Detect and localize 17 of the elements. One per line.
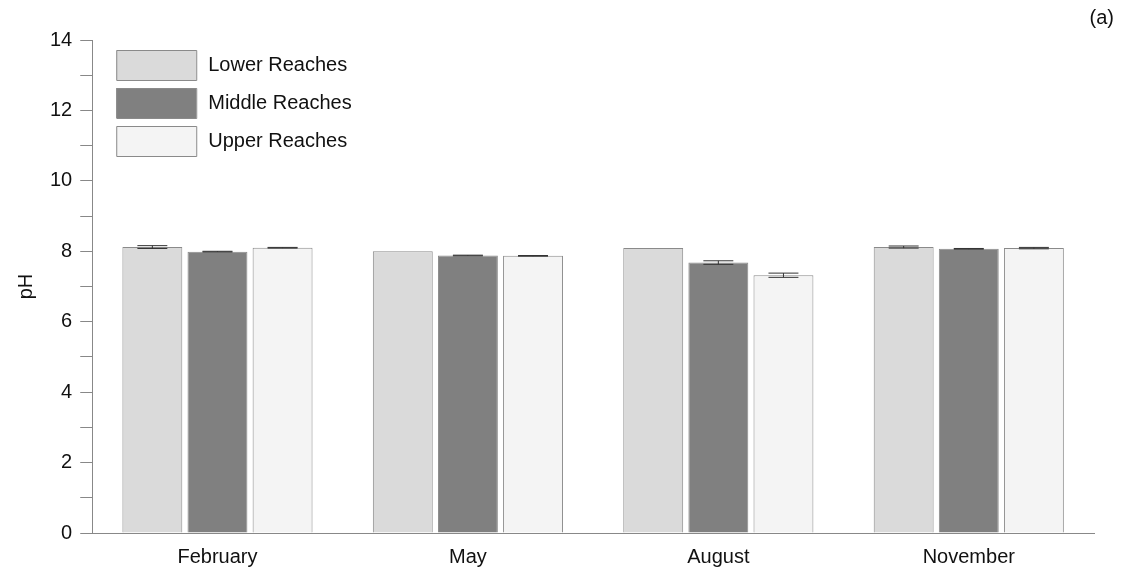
text: (a) [1089,5,1114,28]
x-tick-label: May [449,544,487,567]
y-tick-label: 2 [61,450,73,473]
y-tick-label: 14 [50,27,73,50]
x-tick-label: November [922,544,1016,567]
y-tick-label: 12 [50,97,73,120]
y-tick-label: 4 [61,379,73,402]
legend-label: Lower Reaches [208,52,348,75]
y-axis-title: pH [13,273,36,300]
legend-label: Upper Reaches [208,128,348,151]
x-tick-label: February [177,544,258,567]
legend-label: Middle Reaches [208,90,352,113]
y-tick-label: 0 [61,520,73,543]
x-tick-label: August [687,544,750,567]
y-tick-label: 6 [61,309,73,332]
y-tick-label: 10 [50,168,73,191]
y-tick-label: 8 [61,238,73,261]
